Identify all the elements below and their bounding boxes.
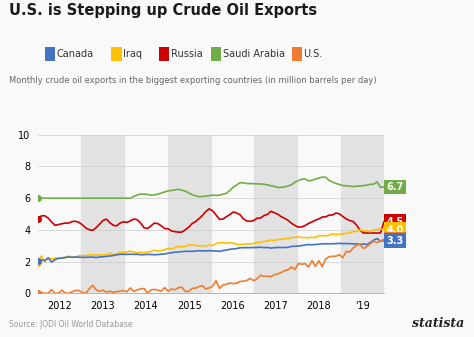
Bar	[341, 135, 384, 293]
Text: Russia: Russia	[171, 49, 202, 59]
Bar	[168, 135, 211, 293]
Text: 3.3: 3.3	[386, 236, 403, 246]
Text: 4.5: 4.5	[386, 217, 403, 227]
Text: Canada: Canada	[57, 49, 94, 59]
Text: Iraq: Iraq	[123, 49, 142, 59]
Text: 4.0: 4.0	[386, 225, 403, 235]
Text: U.S.: U.S.	[303, 49, 323, 59]
Text: Monthly crude oil exports in the biggest exporting countries (in million barrels: Monthly crude oil exports in the biggest…	[9, 76, 377, 85]
Bar	[81, 135, 125, 293]
Text: Source: JODI Oil World Database: Source: JODI Oil World Database	[9, 319, 133, 329]
Text: 6.7: 6.7	[386, 182, 403, 192]
Text: statista: statista	[412, 317, 465, 330]
Bar	[254, 135, 297, 293]
Text: Saudi Arabia: Saudi Arabia	[223, 49, 285, 59]
Text: U.S. is Stepping up Crude Oil Exports: U.S. is Stepping up Crude Oil Exports	[9, 3, 318, 19]
Text: 3.4: 3.4	[386, 234, 403, 244]
